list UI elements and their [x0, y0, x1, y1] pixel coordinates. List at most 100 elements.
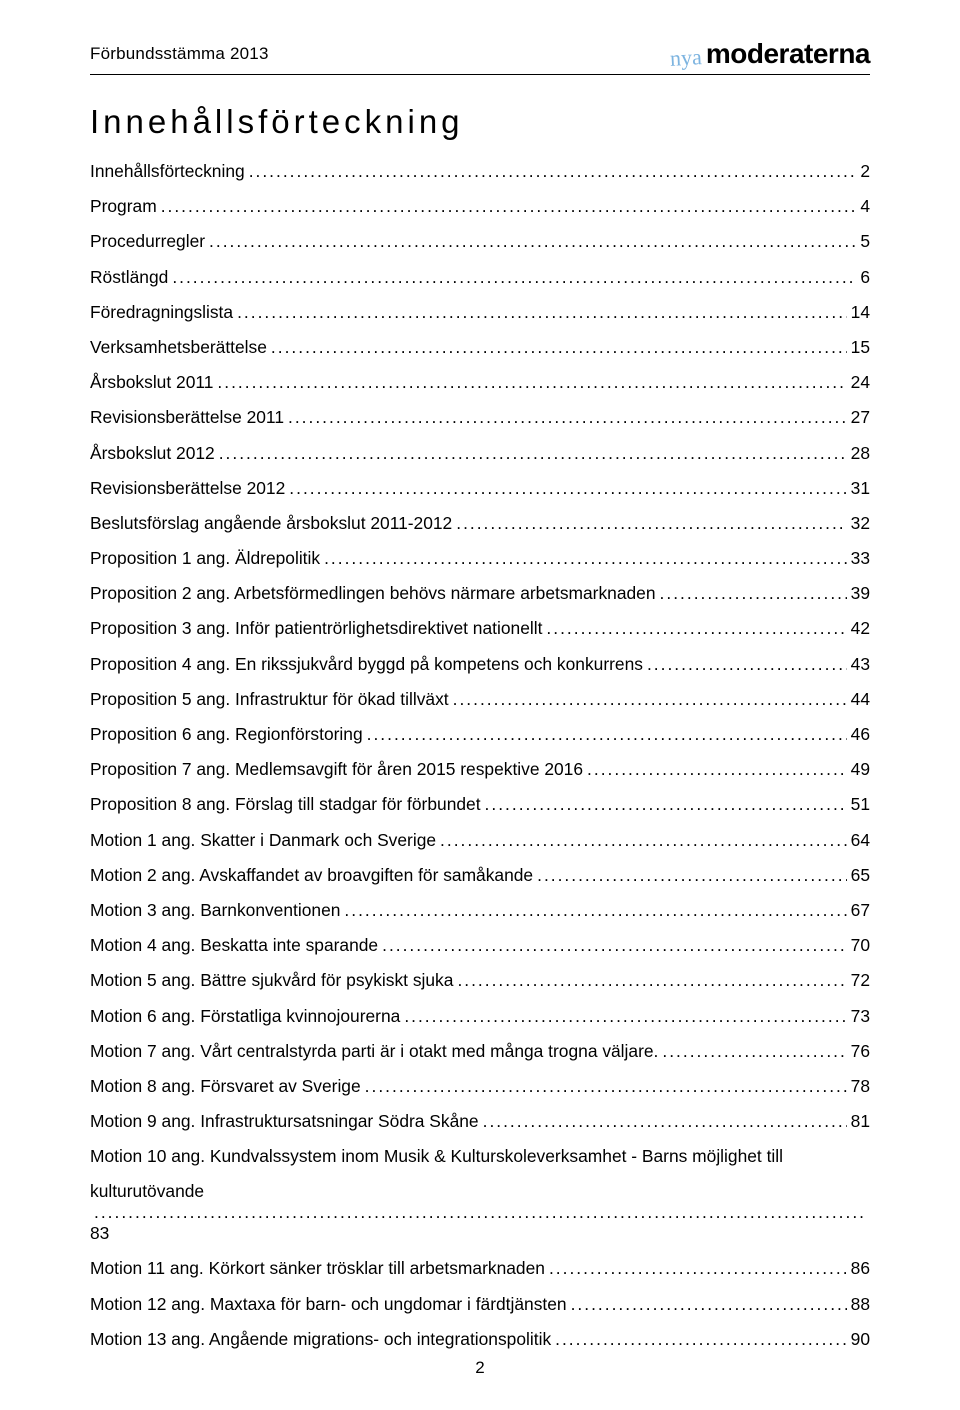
- toc-row: Årsbokslut 2012 28: [90, 443, 870, 464]
- toc-leader-dots: [249, 161, 857, 182]
- toc-leader-dots: [456, 513, 846, 534]
- toc-leader-dots: [546, 618, 846, 639]
- toc-page-number: 73: [851, 1006, 870, 1027]
- toc-label: Motion 3 ang. Barnkonventionen: [90, 900, 340, 921]
- toc-page-number: 5: [860, 231, 870, 252]
- toc-leader-dots: [289, 478, 846, 499]
- toc-label: Motion 7 ang. Vårt centralstyrda parti ä…: [90, 1041, 658, 1062]
- toc-leader-dots: [483, 1111, 847, 1132]
- toc-row: Motion 12 ang. Maxtaxa för barn- och ung…: [90, 1294, 870, 1315]
- toc-leader-dots: [271, 337, 847, 358]
- toc-row: Verksamhetsberättelse 15: [90, 337, 870, 358]
- toc-row: Proposition 6 ang. Regionförstoring 46: [90, 724, 870, 745]
- toc-row: Motion 6 ang. Förstatliga kvinnojourerna…: [90, 1006, 870, 1027]
- toc-label: kulturutövande: [90, 1181, 204, 1202]
- toc-label: Procedurregler: [90, 231, 205, 252]
- toc-page-number: 27: [851, 407, 870, 428]
- toc-label: Proposition 6 ang. Regionförstoring: [90, 724, 363, 745]
- toc-label: Revisionsberättelse 2012: [90, 478, 285, 499]
- toc-row: Revisionsberättelse 2012 31: [90, 478, 870, 499]
- toc-row: Proposition 4 ang. En rikssjukvård byggd…: [90, 654, 870, 675]
- toc-row: Motion 9 ang. Infrastruktursatsningar Sö…: [90, 1111, 870, 1132]
- toc-row: Proposition 5 ang. Infrastruktur för öka…: [90, 689, 870, 710]
- toc-row: Motion 7 ang. Vårt centralstyrda parti ä…: [90, 1041, 870, 1062]
- toc-row: Motion 10 ang. Kundvalssystem inom Musik…: [90, 1146, 870, 1244]
- toc-row: Motion 13 ang. Angående migrations- och …: [90, 1329, 870, 1350]
- toc-page-number: 49: [851, 759, 870, 780]
- toc-page-number: 14: [851, 302, 870, 323]
- toc-leader-dots: [440, 830, 847, 851]
- toc-label: Motion 2 ang. Avskaffandet av broavgifte…: [90, 865, 533, 886]
- toc-label: Årsbokslut 2012: [90, 443, 215, 464]
- toc-page-number: 31: [851, 478, 870, 499]
- toc-page-number: 83: [90, 1223, 109, 1244]
- toc-label: Proposition 1 ang. Äldrepolitik: [90, 548, 320, 569]
- toc-page-number: 65: [851, 865, 870, 886]
- toc-leader-dots: [453, 689, 847, 710]
- toc-leader-dots: [537, 865, 847, 886]
- toc-label: Föredragningslista: [90, 302, 233, 323]
- toc-row: Motion 8 ang. Försvaret av Sverige78: [90, 1076, 870, 1097]
- toc-label: Verksamhetsberättelse: [90, 337, 267, 358]
- toc-leader-dots: [660, 583, 847, 604]
- toc-page-number: 43: [851, 654, 870, 675]
- toc-page-number: 88: [851, 1294, 870, 1315]
- toc-leader-dots: [94, 1202, 866, 1223]
- toc-page-number: 78: [851, 1076, 870, 1097]
- toc-label: Motion 6 ang. Förstatliga kvinnojourerna: [90, 1006, 400, 1027]
- toc-leader-dots: [367, 724, 847, 745]
- toc-label: Motion 10 ang. Kundvalssystem inom Musik…: [90, 1146, 870, 1167]
- toc-page-number: 67: [851, 900, 870, 921]
- toc-row: Motion 3 ang. Barnkonventionen 67: [90, 900, 870, 921]
- toc-leader-dots: [324, 548, 847, 569]
- toc-page-number: 6: [860, 267, 870, 288]
- toc-label: Motion 5 ang. Bättre sjukvård för psykis…: [90, 970, 453, 991]
- toc-page-number: 51: [851, 794, 870, 815]
- toc-label: Röstlängd: [90, 267, 168, 288]
- toc-row: Motion 1 ang. Skatter i Danmark och Sver…: [90, 830, 870, 851]
- toc-label: Beslutsförslag angående årsbokslut 2011-…: [90, 513, 452, 534]
- toc-label: Motion 4 ang. Beskatta inte sparande: [90, 935, 378, 956]
- toc-page-number: 46: [851, 724, 870, 745]
- logo-main: moderaterna: [706, 38, 870, 70]
- toc-row: Revisionsberättelse 2011 27: [90, 407, 870, 428]
- toc-label: Proposition 8 ang. Förslag till stadgar …: [90, 794, 481, 815]
- toc-leader-dots: [549, 1258, 847, 1279]
- toc-row: Föredragningslista 14: [90, 302, 870, 323]
- toc-page-number: 70: [851, 935, 870, 956]
- toc-row: Proposition 7 ang. Medlemsavgift för åre…: [90, 759, 870, 780]
- toc-label: Motion 12 ang. Maxtaxa för barn- och ung…: [90, 1294, 567, 1315]
- toc-leader-dots: [172, 267, 856, 288]
- toc-page-number: 15: [851, 337, 870, 358]
- page-number: 2: [475, 1358, 484, 1378]
- toc-row: Röstlängd 6: [90, 267, 870, 288]
- toc-leader-dots: [209, 231, 856, 252]
- toc-label: Proposition 7 ang. Medlemsavgift för åre…: [90, 759, 583, 780]
- toc-page-number: 81: [851, 1111, 870, 1132]
- table-of-contents: Innehållsförteckning2Program4Procedurreg…: [90, 161, 870, 1350]
- header-left-text: Förbundsstämma 2013: [90, 44, 269, 64]
- toc-page-number: 90: [851, 1329, 870, 1350]
- toc-page-number: 72: [851, 970, 870, 991]
- toc-label: Proposition 5 ang. Infrastruktur för öka…: [90, 689, 449, 710]
- toc-label: Innehållsförteckning: [90, 161, 245, 182]
- toc-page-number: 76: [851, 1041, 870, 1062]
- toc-leader-dots: [219, 443, 847, 464]
- toc-page-number: 4: [860, 196, 870, 217]
- toc-leader-dots: [571, 1294, 847, 1315]
- toc-leader-dots: [485, 794, 847, 815]
- toc-label: Motion 9 ang. Infrastruktursatsningar Sö…: [90, 1111, 479, 1132]
- toc-label: Revisionsberättelse 2011: [90, 407, 284, 428]
- toc-page-number: 64: [851, 830, 870, 851]
- toc-row: Proposition 2 ang. Arbetsförmedlingen be…: [90, 583, 870, 604]
- toc-leader-dots: [161, 196, 857, 217]
- toc-row: Proposition 8 ang. Förslag till stadgar …: [90, 794, 870, 815]
- toc-label: Årsbokslut 2011: [90, 372, 213, 393]
- toc-row: Beslutsförslag angående årsbokslut 2011-…: [90, 513, 870, 534]
- toc-leader-dots: [555, 1329, 847, 1350]
- toc-page-number: 28: [851, 443, 870, 464]
- toc-leader-dots: [587, 759, 847, 780]
- toc-page-number: 2: [860, 161, 870, 182]
- logo: nya moderaterna: [670, 38, 870, 70]
- toc-page-number: 32: [851, 513, 870, 534]
